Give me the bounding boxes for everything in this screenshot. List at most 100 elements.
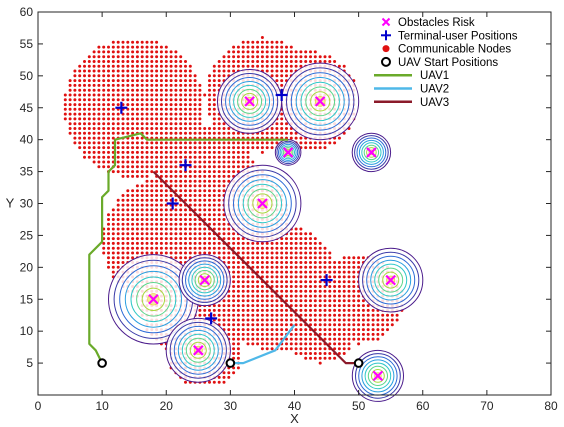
communicable-node: [169, 150, 173, 154]
communicable-node: [184, 127, 187, 130]
communicable-node: [203, 146, 207, 150]
communicable-node: [337, 337, 341, 341]
communicable-node: [116, 155, 120, 159]
communicable-node: [121, 213, 125, 217]
communicable-node: [102, 107, 106, 111]
communicable-node: [313, 285, 317, 288]
communicable-node: [121, 93, 125, 97]
risk-contour-ring: [141, 287, 166, 311]
risk-contour-ring: [356, 137, 387, 168]
communicable-node: [294, 308, 298, 312]
communicable-node: [135, 155, 139, 159]
communicable-node: [198, 93, 202, 97]
communicable-node: [323, 308, 327, 312]
communicable-node: [289, 332, 293, 336]
communicable-node: [299, 241, 303, 245]
x-tick-label: 30: [224, 399, 238, 413]
communicable-node: [140, 241, 144, 245]
communicable-node: [217, 179, 221, 183]
communicable-node: [193, 103, 197, 107]
communicable-node: [83, 136, 86, 140]
communicable-node: [193, 74, 197, 78]
risk-contour-ring: [281, 145, 296, 160]
communicable-node: [304, 246, 308, 250]
communicable-node: [111, 117, 115, 121]
communicable-node: [73, 131, 77, 135]
risk-contour-ring: [371, 369, 385, 383]
communicable-node: [203, 246, 207, 250]
communicable-node: [145, 127, 149, 130]
communicable-node: [309, 265, 312, 269]
communicable-node: [135, 160, 139, 164]
communicable-node: [135, 136, 139, 140]
communicable-node: [174, 208, 178, 212]
communicable-node: [140, 155, 144, 159]
communicable-node: [116, 127, 120, 130]
communicable-node: [169, 155, 173, 159]
communicable-node: [246, 318, 250, 322]
communicable-node: [126, 241, 130, 245]
communicable-node: [73, 83, 77, 87]
communicable-node: [116, 117, 120, 121]
communicable-node: [289, 323, 293, 327]
communicable-node: [174, 184, 178, 188]
communicable-node: [227, 375, 231, 379]
communicable-node: [121, 83, 125, 87]
communicable-node: [150, 107, 154, 111]
communicable-node: [227, 146, 231, 150]
communicable-node: [121, 237, 125, 241]
communicable-node: [121, 127, 125, 130]
communicable-node: [135, 112, 139, 116]
communicable-node: [184, 122, 187, 126]
risk-contour-ring: [247, 188, 278, 219]
communicable-node: [87, 146, 91, 150]
communicable-node: [179, 112, 183, 116]
communicable-node: [145, 208, 149, 212]
communicable-node: [159, 246, 163, 250]
communicable-node: [145, 241, 149, 245]
communicable-node: [217, 198, 221, 202]
communicable-node: [337, 304, 341, 308]
communicable-node: [232, 304, 236, 308]
communicable-node: [193, 131, 197, 135]
communicable-node: [285, 246, 288, 250]
communicable-node: [184, 246, 187, 250]
communicable-node: [260, 299, 264, 303]
communicable-node: [174, 237, 178, 241]
communicable-node: [102, 155, 106, 159]
communicable-node: [102, 74, 106, 78]
communicable-node: [289, 246, 293, 250]
communicable-node: [275, 323, 279, 327]
communicable-node: [299, 227, 303, 231]
communicable-node: [155, 93, 159, 97]
communicable-node: [285, 313, 288, 317]
communicable-node: [145, 160, 149, 164]
communicable-node: [126, 198, 130, 202]
risk-contour-ring: [367, 365, 388, 386]
communicable-node: [275, 50, 279, 54]
risk-contour-ring: [189, 341, 207, 359]
communicable-node: [87, 136, 91, 140]
communicable-node: [135, 174, 139, 178]
communicable-node: [145, 194, 149, 197]
communicable-node: [256, 304, 260, 308]
communicable-node: [188, 93, 192, 97]
communicable-node: [107, 88, 110, 92]
communicable-node: [155, 55, 159, 59]
communicable-node: [241, 40, 245, 44]
communicable-node: [285, 328, 288, 332]
communicable-node: [174, 165, 178, 169]
communicable-node: [212, 107, 216, 111]
communicable-node: [150, 165, 154, 169]
communicable-node: [78, 69, 82, 73]
communicable-node: [159, 227, 163, 231]
communicable-node: [241, 294, 245, 298]
communicable-node: [241, 323, 245, 327]
communicable-node: [246, 150, 250, 154]
communicable-node: [150, 88, 154, 92]
communicable-node: [265, 45, 269, 49]
communicable-node: [159, 237, 163, 241]
obstacle-x-stroke: [366, 147, 377, 158]
communicable-node: [73, 88, 77, 92]
communicable-node: [304, 60, 308, 63]
